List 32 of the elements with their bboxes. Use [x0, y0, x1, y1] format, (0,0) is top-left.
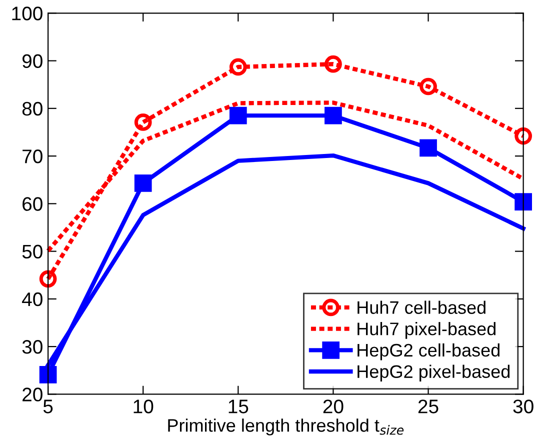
- point: [420, 78, 437, 96]
- x-tick-label: 25: [418, 400, 438, 414]
- point: [134, 174, 152, 192]
- y-tick-label: 40: [22, 292, 42, 306]
- point: [324, 55, 342, 73]
- point: [420, 139, 437, 157]
- x-axis-title: Primitive length threshold t$_{size}$: [168, 418, 404, 436]
- legend-label: HepG2 cell-based: [358, 343, 500, 360]
- point: [229, 106, 247, 124]
- y-tick-label: 30: [22, 340, 42, 354]
- legend-label: HepG2 pixel-based: [358, 364, 510, 382]
- x-tick-label: 10: [134, 400, 154, 414]
- x-tick-label: 30: [513, 400, 534, 414]
- y-tick-label: 20: [22, 388, 42, 402]
- point: [39, 270, 57, 288]
- point: [514, 127, 532, 145]
- y-tick-label: 90: [22, 54, 42, 68]
- x-tick-label: 20: [323, 400, 344, 414]
- point: [514, 193, 532, 210]
- y-tick-label: 70: [22, 150, 42, 164]
- y-tick-label: 80: [22, 102, 42, 116]
- x-tick-label: 15: [228, 400, 248, 414]
- y-tick-label: 60: [22, 197, 42, 211]
- point: [229, 58, 247, 76]
- legend-label: Huh7 cell-based: [358, 300, 486, 314]
- y-tick-label: 50: [22, 244, 42, 259]
- point: [134, 114, 152, 131]
- point: [324, 106, 342, 124]
- point: [39, 366, 57, 384]
- legend-label: Huh7 pixel-based: [358, 322, 496, 339]
- x-tick-label: 5: [43, 400, 53, 414]
- y-tick-label: 100: [12, 6, 42, 20]
